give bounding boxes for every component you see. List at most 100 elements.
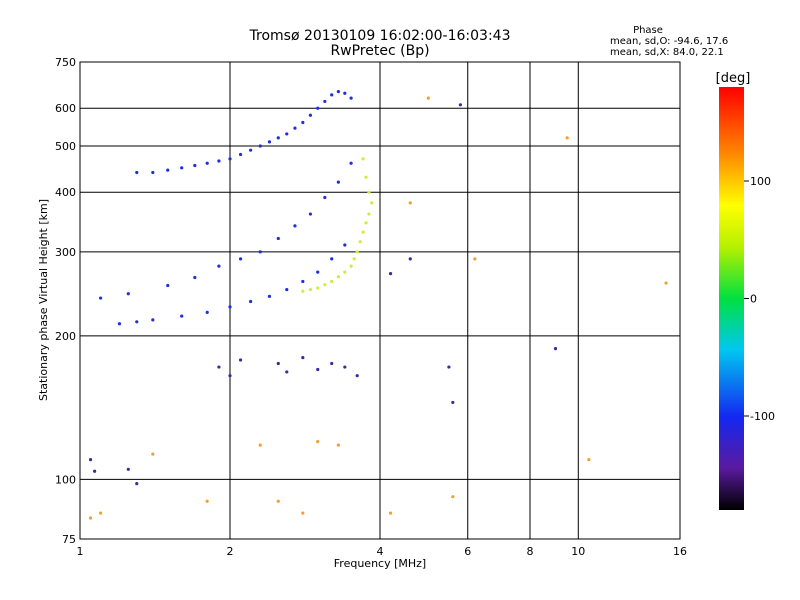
data-point bbox=[358, 240, 362, 244]
data-point bbox=[238, 152, 243, 157]
data-point bbox=[587, 458, 591, 462]
data-points bbox=[88, 90, 668, 520]
colorbar-tick-label: -100 bbox=[750, 410, 775, 423]
data-point bbox=[285, 370, 289, 374]
data-point bbox=[301, 289, 305, 293]
data-point bbox=[293, 224, 297, 228]
data-point bbox=[238, 358, 243, 362]
data-point bbox=[361, 230, 365, 234]
y-tick-label: 200 bbox=[55, 330, 76, 343]
data-point bbox=[228, 305, 232, 309]
phase-stat-o: mean, sd,O: -94.6, 17.6 bbox=[610, 36, 728, 47]
data-point bbox=[151, 170, 155, 175]
data-point bbox=[355, 374, 359, 378]
x-tick-label: 8 bbox=[527, 545, 534, 558]
data-point bbox=[343, 91, 347, 95]
data-point bbox=[361, 157, 365, 161]
data-point bbox=[388, 272, 393, 276]
data-point bbox=[349, 264, 353, 268]
data-point bbox=[336, 275, 340, 279]
data-point bbox=[370, 201, 374, 205]
data-point bbox=[126, 292, 130, 296]
data-point bbox=[330, 257, 334, 261]
data-point bbox=[135, 320, 139, 324]
x-tick-label: 1 bbox=[77, 545, 84, 558]
data-point bbox=[664, 281, 668, 285]
data-point bbox=[408, 257, 412, 261]
colorbar-tick-label: 100 bbox=[750, 175, 771, 188]
data-point bbox=[330, 93, 334, 97]
data-point bbox=[565, 136, 569, 140]
data-point bbox=[166, 283, 170, 288]
data-point bbox=[258, 443, 262, 447]
data-point bbox=[316, 367, 320, 372]
chart-subtitle: RwPretec (Bp) bbox=[330, 43, 429, 59]
chart-title: Tromsø 20130109 16:02:00-16:03:43 bbox=[249, 28, 511, 44]
x-tick-label: 6 bbox=[464, 545, 471, 558]
y-tick-label: 500 bbox=[55, 140, 76, 153]
data-point bbox=[553, 347, 558, 351]
y-axis-ticks: 75 100 200 300 400 500 600 750 bbox=[55, 56, 76, 546]
colorbar bbox=[719, 87, 744, 510]
data-point bbox=[316, 106, 320, 110]
x-axis-ticks: 1 2 4 6 8 10 16 bbox=[77, 545, 688, 558]
data-point bbox=[426, 96, 430, 100]
data-point bbox=[88, 458, 93, 462]
data-point bbox=[99, 296, 103, 300]
data-point bbox=[349, 96, 353, 100]
data-point bbox=[205, 161, 209, 165]
data-point bbox=[330, 361, 334, 366]
data-point bbox=[336, 90, 340, 94]
phase-heading: Phase bbox=[633, 25, 663, 36]
y-tick-label: 400 bbox=[55, 186, 76, 199]
colorbar-label: [deg] bbox=[716, 71, 751, 86]
data-point bbox=[135, 481, 139, 486]
y-tick-label: 600 bbox=[55, 102, 76, 115]
data-point bbox=[217, 264, 221, 268]
data-point bbox=[126, 467, 130, 471]
data-point bbox=[336, 443, 340, 447]
data-point bbox=[367, 190, 371, 194]
data-point bbox=[301, 356, 305, 360]
data-point bbox=[301, 511, 305, 515]
phase-stat-x: mean, sd,X: 84.0, 22.1 bbox=[610, 47, 724, 58]
data-point bbox=[238, 257, 243, 261]
data-point bbox=[249, 299, 253, 304]
data-point bbox=[267, 140, 272, 144]
data-point bbox=[308, 287, 313, 292]
y-tick-label: 75 bbox=[62, 533, 76, 546]
grid-lines bbox=[80, 62, 680, 539]
data-point bbox=[323, 195, 327, 200]
data-point bbox=[258, 250, 262, 254]
data-point bbox=[447, 365, 451, 369]
data-point bbox=[180, 314, 184, 318]
data-point bbox=[316, 286, 320, 290]
data-point bbox=[367, 212, 371, 216]
data-point bbox=[293, 126, 297, 130]
data-point bbox=[343, 243, 347, 247]
data-point bbox=[285, 287, 289, 292]
data-point bbox=[408, 201, 412, 205]
data-point bbox=[276, 499, 280, 503]
data-point bbox=[451, 495, 455, 499]
data-point bbox=[88, 516, 93, 520]
data-point bbox=[343, 365, 347, 369]
data-point bbox=[166, 168, 170, 172]
data-point bbox=[228, 374, 232, 378]
data-point bbox=[388, 511, 393, 515]
data-point bbox=[228, 157, 232, 161]
data-point bbox=[205, 499, 209, 503]
data-point bbox=[276, 236, 280, 241]
x-tick-label: 16 bbox=[673, 545, 687, 558]
data-point bbox=[217, 159, 221, 163]
data-point bbox=[336, 180, 340, 184]
data-point bbox=[364, 221, 368, 225]
data-point bbox=[205, 310, 209, 314]
data-point bbox=[276, 136, 280, 140]
data-point bbox=[151, 452, 155, 456]
data-point bbox=[323, 283, 327, 287]
data-point bbox=[117, 322, 122, 326]
data-point bbox=[135, 170, 139, 175]
data-point bbox=[355, 250, 359, 254]
